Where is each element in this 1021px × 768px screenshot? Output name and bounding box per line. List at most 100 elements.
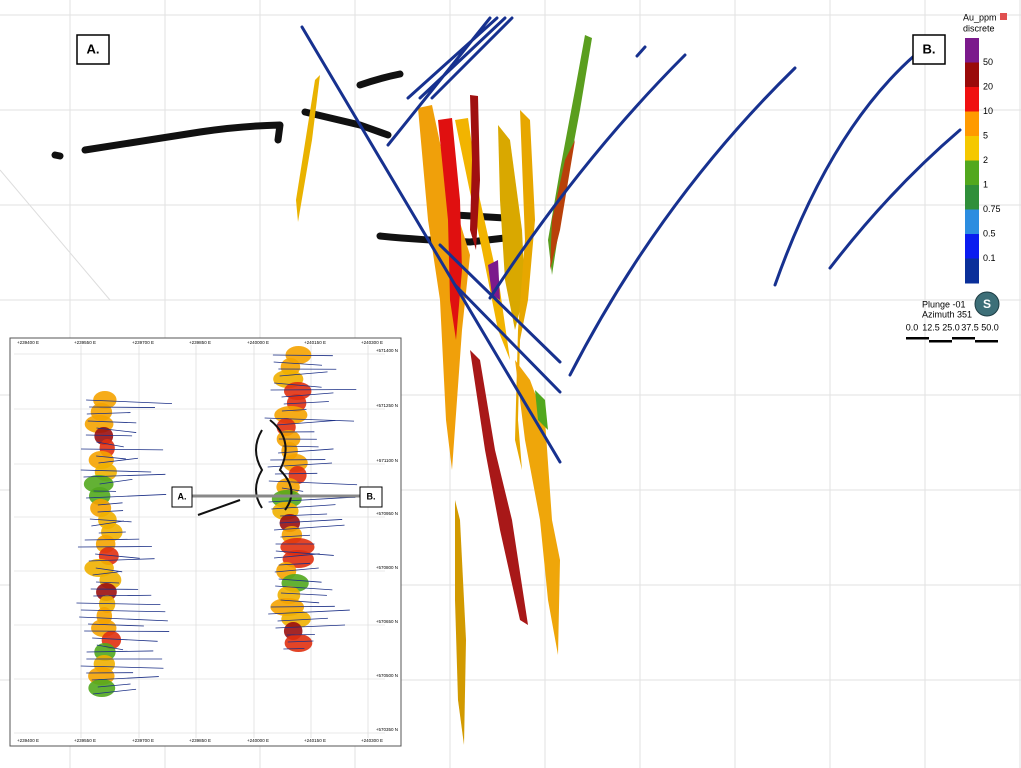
inset-drill xyxy=(280,513,328,517)
inset-drill xyxy=(278,578,322,583)
section-label: B. xyxy=(923,41,936,56)
inset-drill xyxy=(274,472,318,475)
inset-map xyxy=(9,337,402,747)
drill-hole xyxy=(488,53,687,300)
inset-drill xyxy=(88,558,155,562)
inset-drill xyxy=(96,441,124,448)
inset-drill xyxy=(281,392,334,398)
legend-label: 20 xyxy=(983,81,993,91)
inset-drill xyxy=(275,585,333,591)
inset-drill xyxy=(274,524,345,531)
inset-drill xyxy=(280,534,311,538)
inset-drill xyxy=(274,567,319,573)
inset-drill xyxy=(278,448,334,454)
inset-drill xyxy=(86,412,131,415)
easting-label: +239850 E xyxy=(189,340,211,345)
inset-drill xyxy=(96,581,120,584)
northing-label: +571250 N xyxy=(376,403,398,408)
drill-hole xyxy=(828,128,962,270)
ore-body xyxy=(296,75,320,222)
scale-label: 12.5 xyxy=(922,322,940,332)
inset-drill xyxy=(86,650,154,653)
label-box xyxy=(359,486,383,508)
inset-label: A. xyxy=(178,491,187,501)
legend-swatch xyxy=(965,111,979,137)
compass[interactable] xyxy=(974,291,1000,317)
inset-drill xyxy=(88,623,144,627)
northing-label: +571100 N xyxy=(376,458,398,463)
azimuth: Azimuth 351 xyxy=(922,309,972,319)
label-box xyxy=(171,486,193,508)
inset-drill xyxy=(280,599,320,604)
legend: 50 20 10 5 2 1 0.75 0.5 0.1 xyxy=(965,38,1001,284)
legend-label: 0.5 xyxy=(983,228,996,238)
compass-label: S xyxy=(983,297,991,311)
inset-content: +239400 E +239400 E +239550 E +239550 E +239… xyxy=(14,340,398,743)
inset-drill xyxy=(275,550,334,556)
inset-drill xyxy=(83,473,166,478)
guide-line xyxy=(0,169,111,301)
scale-label: 50.0 xyxy=(981,322,999,332)
inset-drill xyxy=(279,371,328,377)
inset-drill xyxy=(76,602,161,606)
northing-label: +570500 N xyxy=(376,673,398,678)
drill-hole xyxy=(773,53,917,287)
inset-drill xyxy=(281,487,304,492)
scale-label: 25.0 xyxy=(942,322,960,332)
close-icon[interactable] xyxy=(1000,13,1007,20)
inset-drill xyxy=(274,382,322,388)
inset-drill xyxy=(97,502,123,506)
scale-segment xyxy=(929,340,952,343)
inset-drill xyxy=(95,567,123,573)
inset-drill xyxy=(84,538,140,541)
drill-hole xyxy=(300,25,562,464)
easting-label: +239400 E xyxy=(17,738,39,743)
northing-label: +570800 N xyxy=(376,565,398,570)
inset-drill xyxy=(270,389,357,391)
inset-drill xyxy=(281,409,307,412)
inset-drill xyxy=(92,688,137,695)
easting-label: +240000 E xyxy=(247,340,269,345)
inset-drill xyxy=(89,406,155,408)
inset-drill xyxy=(287,640,314,643)
inset-drill xyxy=(97,683,131,688)
inset-drill xyxy=(80,609,166,613)
legend-title: Au_ppm xyxy=(963,12,997,22)
easting-label: +239700 E xyxy=(132,340,154,345)
inset-drill xyxy=(87,420,137,424)
legend-swatch xyxy=(965,209,979,235)
ore-body xyxy=(515,110,535,470)
easting-label: +240150 E xyxy=(304,340,326,345)
legend-swatch xyxy=(965,160,979,186)
legend-label: 50 xyxy=(983,57,993,67)
inset-drill xyxy=(270,605,335,608)
legend-label: 10 xyxy=(983,106,993,116)
legend-swatch xyxy=(965,62,979,88)
easting-label: +239700 E xyxy=(132,738,154,743)
inset-drill xyxy=(277,617,328,622)
inset-drill xyxy=(264,417,355,422)
inset-drill xyxy=(278,562,311,566)
inset-drill xyxy=(86,399,172,405)
drill-hole xyxy=(635,45,647,58)
inset-drill xyxy=(98,531,126,534)
easting-label: +240150 E xyxy=(304,738,326,743)
legend-swatch xyxy=(965,136,979,161)
easting-label: +239850 E xyxy=(189,738,211,743)
drill-hole xyxy=(386,16,514,147)
inset-drill xyxy=(272,354,333,357)
ore-body xyxy=(550,140,575,270)
legend-subtitle: discrete xyxy=(963,23,995,33)
northing-label: +570950 N xyxy=(376,511,398,516)
inset-drill xyxy=(280,592,327,596)
easting-label: +240300 E xyxy=(361,340,383,345)
plunge: Plunge -01 xyxy=(922,299,966,309)
inset-drill xyxy=(268,480,358,486)
inset-drill xyxy=(96,644,124,651)
label-box xyxy=(912,34,946,65)
inset-drill xyxy=(99,478,133,485)
label-box xyxy=(76,34,110,65)
inset-drill xyxy=(98,457,139,464)
inset-drill xyxy=(276,420,336,426)
